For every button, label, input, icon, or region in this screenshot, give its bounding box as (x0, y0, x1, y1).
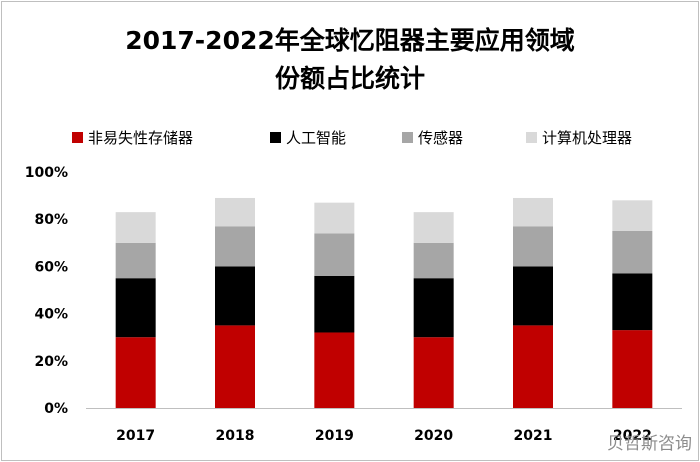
bar-segment (215, 325, 255, 408)
y-tick-label: 40% (34, 307, 68, 323)
bar-segment (115, 337, 156, 408)
legend-swatch (270, 132, 281, 143)
legend-label: 非易失性存储器 (88, 129, 193, 147)
bar-segment (115, 212, 156, 243)
chart-title-line-1: 2017-2022年全球忆阻器主要应用领域 (125, 26, 575, 55)
y-tick-label: 100% (25, 165, 68, 181)
x-tick-label: 2020 (414, 428, 453, 444)
bar-segment (115, 242, 156, 279)
legend-label: 传感器 (418, 129, 463, 147)
legend: 非易失性存储器 人工智能 传感器 计算机处理器 (72, 129, 632, 147)
bar-segment (513, 325, 553, 408)
bar-segment (612, 200, 653, 231)
x-tick-label: 2022 (613, 428, 652, 444)
legend-item: 计算机处理器 (526, 129, 632, 147)
x-tick-label: 2018 (216, 428, 255, 444)
legend-item: 非易失性存储器 (72, 129, 193, 147)
chart-title: 2017-2022年全球忆阻器主要应用领域 份额占比统计 (0, 22, 700, 98)
bars (115, 197, 653, 408)
bar-segment (612, 273, 653, 331)
bar-segment (413, 337, 454, 408)
y-tick-label: 0% (44, 401, 68, 417)
bar-segment (413, 242, 454, 279)
x-axis: 2017 2018 2019 2020 2021 2022 (86, 408, 682, 444)
bar-segment (413, 278, 454, 338)
bar-segment (314, 275, 355, 333)
y-axis: 0% 20% 40% 60% 80% 100% (25, 165, 68, 417)
bar-segment (115, 278, 156, 338)
x-tick-label: 2021 (514, 428, 553, 444)
bar-segment (314, 202, 355, 234)
chart-title-line-2: 份额占比统计 (274, 64, 425, 93)
bar-segment (513, 197, 553, 227)
watermark-text: 贝哲斯咨询 (607, 434, 692, 454)
bar-segment (513, 226, 553, 267)
legend-swatch (72, 132, 83, 143)
legend-item: 传感器 (402, 129, 463, 147)
bar-segment (413, 212, 454, 243)
legend-label: 计算机处理器 (542, 129, 632, 147)
x-tick-label: 2019 (315, 428, 354, 444)
bar-segment (314, 233, 355, 276)
legend-swatch (526, 132, 537, 143)
legend-item: 人工智能 (270, 129, 346, 147)
bar-segment (215, 197, 255, 227)
bar-segment (314, 332, 355, 408)
bar-segment (513, 266, 553, 326)
x-tick-label: 2017 (116, 428, 155, 444)
bar-segment (215, 266, 255, 326)
bar-segment (215, 226, 255, 267)
legend-label: 人工智能 (286, 129, 346, 147)
bar-segment (612, 231, 653, 274)
legend-swatch (402, 132, 413, 143)
bar-segment (612, 330, 653, 408)
y-tick-label: 60% (34, 259, 68, 275)
y-tick-label: 20% (34, 354, 68, 370)
y-tick-label: 80% (34, 212, 68, 228)
